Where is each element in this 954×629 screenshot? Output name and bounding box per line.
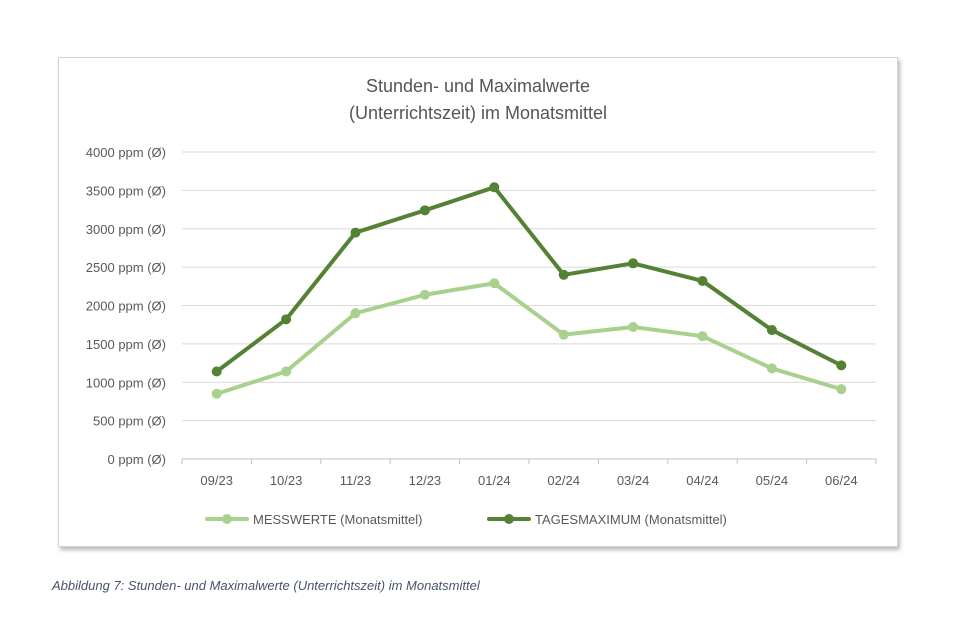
chart-title-line-1: Stunden- und Maximalwerte	[365, 76, 591, 96]
x-tick-label: 03/24	[617, 473, 650, 488]
data-point-series-1	[350, 308, 361, 319]
data-point-series-1	[419, 289, 430, 300]
data-point-series-1	[211, 388, 222, 399]
y-tick-label: 0 ppm (Ø)	[107, 452, 166, 467]
legend-marker-1	[222, 514, 232, 524]
legend-label-2: TAGESMAXIMUM (Monatsmittel)	[535, 512, 727, 527]
data-point-series-1	[697, 331, 708, 342]
data-point-series-2	[836, 360, 847, 371]
data-point-series-2	[628, 258, 639, 269]
data-point-series-2	[558, 269, 569, 280]
chart-area: Stunden- und Maximalwerte (Unterrichtsze…	[58, 57, 898, 547]
data-point-series-2	[419, 205, 430, 216]
x-tick-label: 06/24	[825, 473, 858, 488]
chart-title-line-2: (Unterrichtszeit) im Monatsmittel	[348, 103, 608, 123]
y-tick-label: 4000 ppm (Ø)	[86, 145, 166, 160]
data-point-series-1	[836, 384, 847, 395]
line-chart: 0 ppm (Ø) 500 ppm (Ø) 1000 ppm (Ø) 1500 ppm…	[86, 145, 877, 527]
y-tick-label: 3000 ppm (Ø)	[86, 222, 166, 237]
legend-label-1: MESSWERTE (Monatsmittel)	[253, 512, 423, 527]
x-tick-label: 01/24	[478, 473, 511, 488]
y-tick-label: 3500 ppm (Ø)	[86, 183, 166, 198]
y-tick-label: 2500 ppm (Ø)	[86, 260, 166, 275]
data-point-series-1	[558, 329, 569, 340]
data-point-series-2	[489, 182, 500, 193]
data-point-series-1	[489, 278, 500, 289]
x-tick-label: 09/23	[200, 473, 233, 488]
y-tick-label: 2000 ppm (Ø)	[86, 299, 166, 314]
y-tick-label: 1500 ppm (Ø)	[86, 337, 166, 352]
x-tick-label: 02/24	[547, 473, 580, 488]
legend-marker-2	[504, 514, 514, 524]
data-point-series-1	[766, 363, 777, 374]
figure-caption: Abbildung 7: Stunden- und Maximalwerte (…	[52, 578, 480, 593]
y-tick-label: 500 ppm (Ø)	[93, 414, 166, 429]
data-point-series-2	[766, 325, 777, 336]
data-point-series-1	[281, 366, 292, 377]
x-tick-label: 12/23	[409, 473, 442, 488]
y-tick-label: 1000 ppm (Ø)	[86, 375, 166, 390]
data-point-series-2	[697, 275, 708, 286]
series-line-1	[214, 281, 844, 396]
series-line-2	[214, 185, 844, 374]
data-point-series-2	[350, 227, 361, 238]
data-point-series-2	[211, 366, 222, 377]
data-point-series-2	[281, 314, 292, 325]
x-tick-label: 11/23	[340, 473, 372, 488]
x-tick-label: 10/23	[270, 473, 303, 488]
x-tick-label: 05/24	[756, 473, 789, 488]
data-point-series-1	[628, 321, 639, 332]
x-tick-label: 04/24	[686, 473, 719, 488]
